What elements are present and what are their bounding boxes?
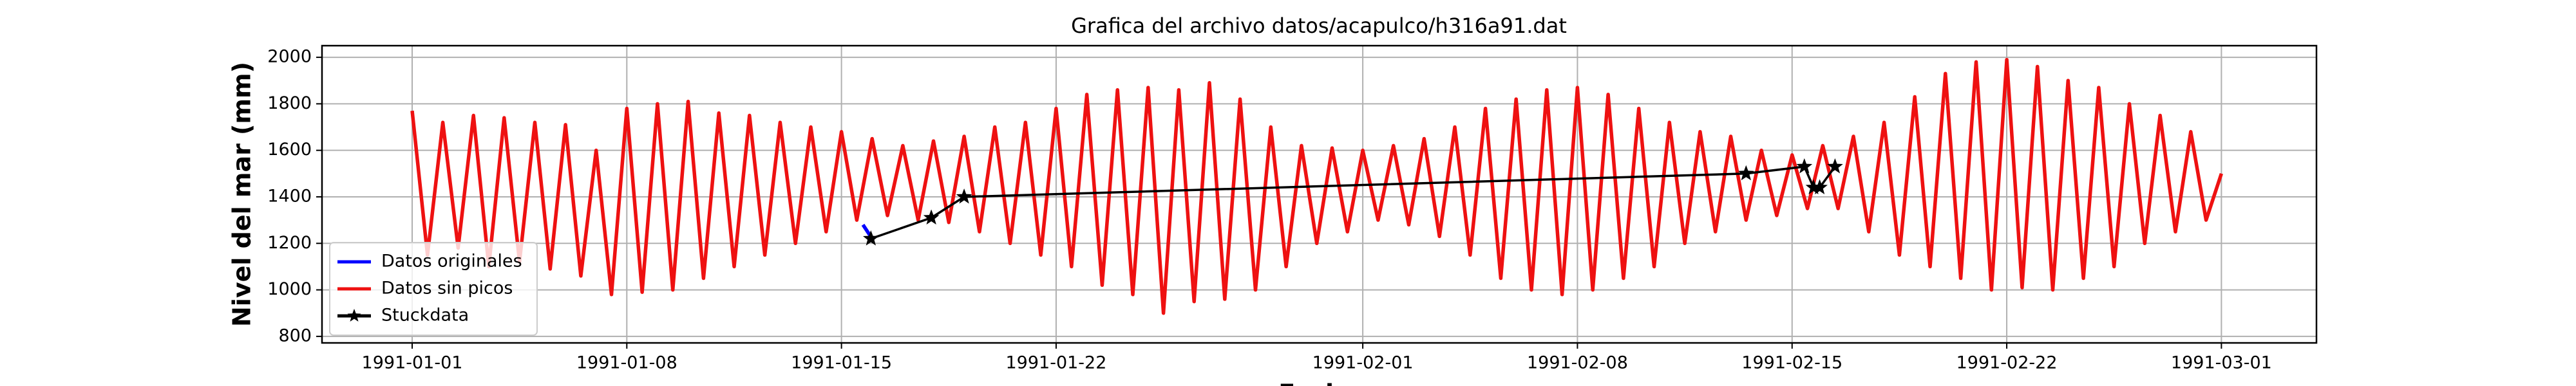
star-marker xyxy=(863,230,879,246)
series-line xyxy=(861,223,873,237)
star-marker xyxy=(1805,179,1822,194)
x-tick-label: 1991-01-01 xyxy=(362,353,463,373)
y-tick-label: 1800 xyxy=(267,93,312,113)
plot-frame xyxy=(321,44,2318,344)
series-line xyxy=(410,57,2224,315)
legend-label: Datos originales xyxy=(381,252,522,271)
legend-label: Datos sin picos xyxy=(381,279,513,299)
legend-marker xyxy=(347,309,361,322)
y-tick-label: 1600 xyxy=(267,140,312,160)
y-axis-label: Nivel del mar (mm) xyxy=(228,62,256,327)
y-tick-label: 1200 xyxy=(267,233,312,253)
star-marker xyxy=(1827,158,1843,174)
star-marker xyxy=(956,188,972,204)
x-axis-label: Fecha xyxy=(1278,380,1359,386)
y-tick-label: 1400 xyxy=(267,186,312,206)
x-tick-label: 1991-01-15 xyxy=(791,353,892,373)
x-tick-label: 1991-03-01 xyxy=(2171,353,2272,373)
star-marker xyxy=(923,209,940,225)
star-marker xyxy=(1796,158,1813,174)
legend-label: Stuckdata xyxy=(381,306,469,326)
y-tick-label: 2000 xyxy=(267,47,312,67)
x-tick-label: 1991-02-01 xyxy=(1312,353,1414,373)
y-tick-label: 800 xyxy=(278,326,312,345)
x-tick-label: 1991-02-08 xyxy=(1527,353,1628,373)
x-tick-label: 1991-02-22 xyxy=(1956,353,2058,373)
chart-title: Grafica del archivo datos/acapulco/h316a… xyxy=(1071,14,1567,38)
legend-box xyxy=(329,242,538,336)
x-tick-label: 1991-01-08 xyxy=(576,353,677,373)
y-tick-label: 1000 xyxy=(267,279,312,299)
x-tick-label: 1991-02-15 xyxy=(1741,353,1842,373)
star-marker xyxy=(1812,179,1828,194)
x-tick-label: 1991-01-22 xyxy=(1005,353,1106,373)
star-marker xyxy=(1738,165,1754,181)
